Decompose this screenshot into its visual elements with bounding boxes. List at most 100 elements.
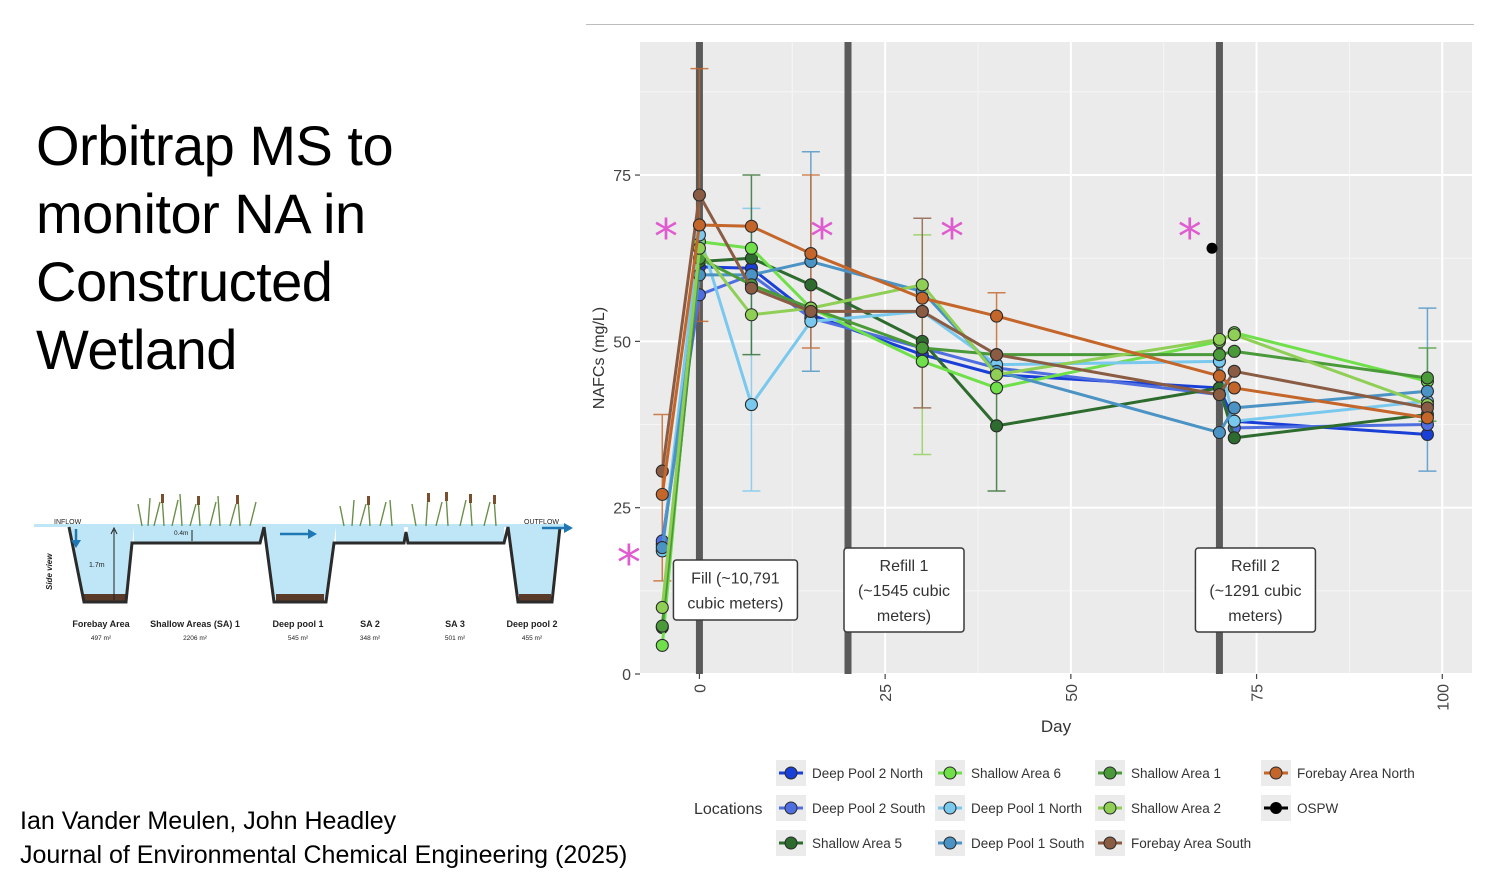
event-label-text: (~1545 cubic bbox=[858, 583, 950, 600]
event-label-text: meters) bbox=[877, 608, 931, 625]
legend-label: Deep Pool 1 South bbox=[971, 836, 1084, 851]
x-tick-label: 25 bbox=[878, 684, 895, 702]
significance-asterisk: * bbox=[940, 210, 964, 266]
data-point bbox=[1227, 344, 1241, 358]
data-point bbox=[915, 291, 929, 305]
legend-item: Shallow Area 6 bbox=[935, 760, 1061, 786]
journal-citation: Journal of Environmental Chemical Engine… bbox=[20, 841, 628, 869]
data-point bbox=[744, 398, 758, 412]
event-label-box: Refill 2 (~1291 cubic meters) bbox=[1194, 547, 1317, 633]
data-point bbox=[1227, 414, 1241, 428]
legend-item: Shallow Area 5 bbox=[776, 830, 902, 856]
zone-name-label: SA 3 bbox=[445, 619, 465, 629]
legend-title: Locations bbox=[694, 801, 763, 818]
event-label-text: Refill 2 bbox=[1231, 558, 1280, 575]
data-point bbox=[990, 419, 1004, 433]
data-point bbox=[990, 348, 1004, 362]
data-point bbox=[692, 218, 706, 232]
y-tick-label: 0 bbox=[622, 667, 631, 684]
data-point bbox=[655, 619, 669, 633]
series-shallow-area-2 bbox=[655, 241, 1434, 615]
water-surface bbox=[34, 524, 564, 527]
data-point bbox=[804, 247, 818, 261]
zone-area-label: 545 m² bbox=[288, 635, 309, 642]
event-label-text: (~1291 cubic bbox=[1209, 583, 1301, 600]
data-point bbox=[1212, 348, 1226, 362]
legend-label: Forebay Area North bbox=[1297, 766, 1415, 781]
credits: Ian Vander Meulen, John Headley Journal … bbox=[20, 804, 627, 872]
legend-item: Forebay Area South bbox=[1095, 830, 1251, 856]
side-view-label: Side view bbox=[45, 553, 54, 590]
legend-label: OSPW bbox=[1297, 801, 1339, 816]
title-line: monitor NA in bbox=[36, 182, 366, 245]
data-point bbox=[915, 354, 929, 368]
data-point bbox=[1212, 332, 1226, 346]
data-point bbox=[744, 308, 758, 322]
deep-pool-1-sediment bbox=[276, 594, 324, 602]
zone-area-label: 501 m² bbox=[445, 635, 466, 642]
data-point bbox=[655, 600, 669, 615]
flow-arrow-icon bbox=[280, 529, 317, 539]
shallow-area-1-basin bbox=[134, 527, 262, 543]
data-point bbox=[1206, 242, 1218, 254]
deep-depth-label: 1.7m bbox=[89, 562, 105, 569]
data-point bbox=[744, 241, 758, 255]
sa2-basin bbox=[336, 527, 404, 543]
data-point bbox=[1227, 431, 1241, 445]
data-point bbox=[990, 368, 1004, 382]
event-label-text: Refill 1 bbox=[880, 558, 929, 575]
legend-item: Forebay Area North bbox=[1261, 760, 1415, 786]
significance-asterisk: * bbox=[810, 210, 834, 266]
data-point bbox=[655, 541, 669, 555]
legend-label: Forebay Area South bbox=[1131, 836, 1251, 851]
inflow-arrow-icon bbox=[71, 529, 81, 548]
zone-area-label: 348 m² bbox=[360, 635, 381, 642]
zone-area-label: 455 m² bbox=[522, 635, 543, 642]
x-tick-label: 100 bbox=[1435, 684, 1452, 711]
y-tick-label: 25 bbox=[613, 501, 631, 518]
data-point bbox=[915, 304, 929, 318]
data-point bbox=[1227, 328, 1241, 342]
y-axis-label: NAFCs (mg/L) bbox=[591, 307, 608, 409]
legend-item: Shallow Area 2 bbox=[1095, 795, 1221, 821]
significance-asterisk: * bbox=[654, 210, 678, 266]
event-label-text: Fill (~10,791 bbox=[691, 571, 780, 588]
data-point bbox=[1212, 388, 1226, 402]
legend-label: Shallow Area 6 bbox=[971, 766, 1061, 781]
legend-item: Deep Pool 2 South bbox=[776, 795, 925, 821]
deep-pool-1-basin bbox=[262, 527, 336, 602]
legend-label: Shallow Area 5 bbox=[812, 836, 902, 851]
vegetation-icon bbox=[137, 493, 497, 527]
zone-name-label: Deep pool 2 bbox=[506, 619, 557, 629]
data-point bbox=[804, 304, 818, 318]
data-point bbox=[1212, 425, 1226, 440]
forebay-sediment bbox=[84, 594, 126, 602]
x-tick-label: 0 bbox=[692, 684, 709, 693]
data-point bbox=[1227, 364, 1241, 378]
nafcs-line-chart: * * * * * Fill (~10,791 cubic meters) Refill 1 (… bbox=[591, 42, 1472, 856]
sa3-basin bbox=[408, 527, 504, 543]
authors: Ian Vander Meulen, John Headley bbox=[20, 807, 397, 835]
x-axis-label: Day bbox=[1041, 717, 1072, 736]
title-line: Orbitrap MS to bbox=[36, 114, 394, 177]
significance-asterisk: * bbox=[1178, 210, 1202, 266]
series-ospw bbox=[1206, 242, 1218, 254]
zone-name-label: Forebay Area bbox=[72, 619, 130, 629]
data-point bbox=[744, 281, 758, 295]
significance-asterisk: * bbox=[617, 536, 641, 592]
series-forebay-area-north bbox=[655, 218, 1434, 501]
event-label-text: cubic meters) bbox=[687, 596, 783, 613]
data-point bbox=[915, 278, 929, 292]
basin-outline bbox=[67, 526, 562, 604]
title-line: Wetland bbox=[36, 318, 237, 381]
legend-item: OSPW bbox=[1261, 795, 1339, 821]
deep-pool-2-sediment bbox=[519, 594, 551, 602]
data-point bbox=[804, 278, 818, 292]
event-label-text: meters) bbox=[1228, 608, 1282, 625]
top-divider bbox=[586, 24, 1474, 25]
legend-item: Deep Pool 1 South bbox=[935, 830, 1084, 856]
outflow-arrow-icon bbox=[542, 523, 573, 533]
legend-label: Deep Pool 2 South bbox=[812, 801, 925, 816]
zone-name-label: Shallow Areas (SA) 1 bbox=[150, 619, 240, 629]
legend-label: Deep Pool 1 North bbox=[971, 801, 1082, 816]
